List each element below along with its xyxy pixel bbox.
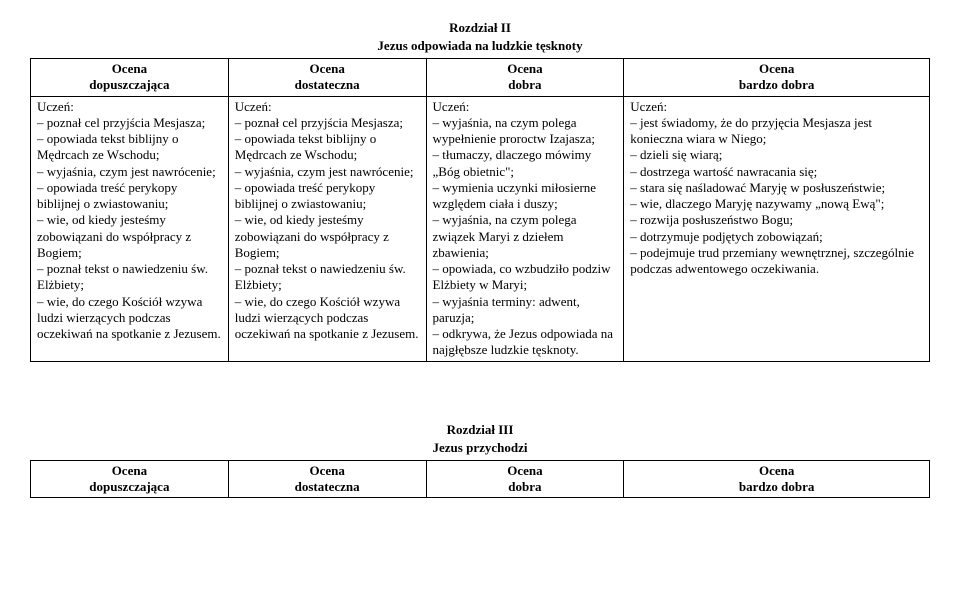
chapter3-header-1: Ocena dopuszczająca [31,460,229,498]
cell-text: Uczeń: – jest świadomy, że do przyjęcia … [630,99,923,278]
header-line1: Ocena [433,463,618,479]
chapter3-title: Rozdział III [30,422,930,438]
chapter3-section: Rozdział III Jezus przychodzi Ocena dopu… [30,422,930,499]
chapter2-cell-3: Uczeń: – wyjaśnia, na czym polega wypełn… [426,96,624,361]
chapter3-header-3: Ocena dobra [426,460,624,498]
chapter2-subtitle: Jezus odpowiada na ludzkie tęsknoty [30,38,930,54]
header-line1: Ocena [630,61,923,77]
chapter2-header-4: Ocena bardzo dobra [624,59,930,97]
header-line2: dostateczna [235,77,420,93]
chapter2-header-row: Ocena dopuszczająca Ocena dostateczna Oc… [31,59,930,97]
chapter3-header-4: Ocena bardzo dobra [624,460,930,498]
header-line1: Ocena [630,463,923,479]
chapter3-table: Ocena dopuszczająca Ocena dostateczna Oc… [30,460,930,499]
header-line2: dopuszczająca [37,77,222,93]
chapter2-table: Ocena dopuszczająca Ocena dostateczna Oc… [30,58,930,362]
cell-text: Uczeń: – wyjaśnia, na czym polega wypełn… [433,99,618,359]
chapter2-title: Rozdział II [30,20,930,36]
chapter2-cell-4: Uczeń: – jest świadomy, że do przyjęcia … [624,96,930,361]
chapter2-header-3: Ocena dobra [426,59,624,97]
chapter2-cell-1: Uczeń: – poznał cel przyjścia Mesjasza; … [31,96,229,361]
cell-text: Uczeń: – poznał cel przyjścia Mesjasza; … [37,99,222,343]
header-line2: dopuszczająca [37,479,222,495]
chapter2-section: Rozdział II Jezus odpowiada na ludzkie t… [30,20,930,362]
chapter2-header-2: Ocena dostateczna [228,59,426,97]
header-line2: bardzo dobra [630,479,923,495]
section-gap [30,362,930,422]
header-line1: Ocena [235,61,420,77]
header-line1: Ocena [37,463,222,479]
chapter2-cell-2: Uczeń: – poznał cel przyjścia Mesjasza; … [228,96,426,361]
header-line1: Ocena [433,61,618,77]
header-line1: Ocena [235,463,420,479]
chapter3-subtitle: Jezus przychodzi [30,440,930,456]
header-line2: dobra [433,77,618,93]
cell-text: Uczeń: – poznał cel przyjścia Mesjasza; … [235,99,420,343]
header-line2: bardzo dobra [630,77,923,93]
header-line1: Ocena [37,61,222,77]
header-line2: dostateczna [235,479,420,495]
header-line2: dobra [433,479,618,495]
chapter3-header-2: Ocena dostateczna [228,460,426,498]
chapter3-header-row: Ocena dopuszczająca Ocena dostateczna Oc… [31,460,930,498]
chapter2-body-row: Uczeń: – poznał cel przyjścia Mesjasza; … [31,96,930,361]
chapter2-header-1: Ocena dopuszczająca [31,59,229,97]
